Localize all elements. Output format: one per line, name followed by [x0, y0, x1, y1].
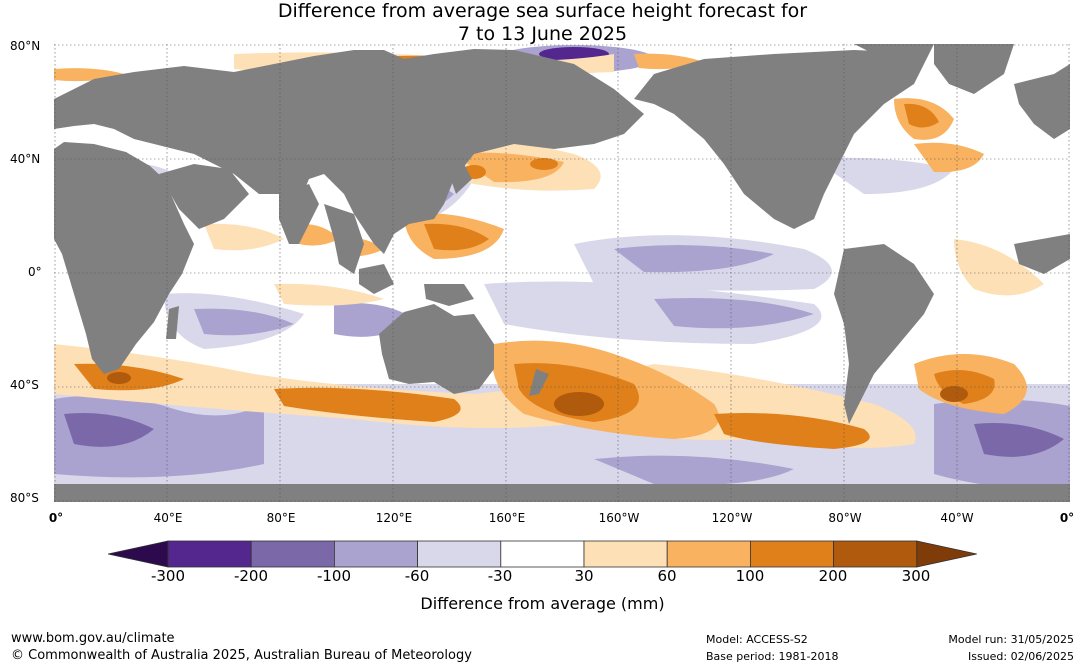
lon-label-80e: 80°E — [266, 511, 296, 525]
lon-label-40e: 40°E — [153, 511, 183, 525]
landmass-canada-arctic — [854, 44, 934, 64]
landmass-africa — [54, 142, 194, 374]
cb-tick-m30: -30 — [487, 567, 513, 585]
colorbar-segment — [167, 540, 252, 568]
landmass-australia — [379, 304, 494, 394]
lat-label-80s: 80°S — [10, 491, 39, 505]
colorbar-segment — [500, 540, 585, 568]
cb-tick-m300: -300 — [150, 567, 186, 585]
colorbar-arrow-high — [916, 540, 977, 568]
landmass-india — [279, 184, 319, 244]
cb-tick-60: 60 — [657, 567, 677, 585]
lon-label-120e: 120°E — [375, 511, 413, 525]
footer-copyright: © Commonwealth of Australia 2025, Austra… — [11, 648, 472, 663]
landmass-greenland — [934, 44, 1014, 94]
colorbar-segment — [417, 540, 502, 568]
lon-label-80w: 80°W — [828, 511, 862, 525]
colorbar-segment — [750, 540, 835, 568]
landmass-north-america — [634, 50, 924, 229]
footer-base-period: Base period: 1981-2018 — [706, 650, 839, 663]
lat-label-40n: 40°N — [10, 152, 41, 166]
title-line-1: Difference from average sea surface heig… — [277, 0, 808, 22]
landmass-newguinea — [424, 284, 474, 306]
cb-tick-200: 200 — [818, 567, 848, 585]
lon-label-160w: 160°W — [598, 511, 640, 525]
lon-label-0-left: 0° — [48, 511, 64, 525]
landmass-eurasia — [54, 49, 644, 254]
map-canvas — [54, 44, 1070, 502]
landmass-europe-west — [1014, 64, 1070, 139]
title-line-2: 7 to 13 June 2025 — [457, 23, 628, 45]
cb-tick-m60: -60 — [404, 567, 430, 585]
cb-tick-100: 100 — [735, 567, 765, 585]
cb-tick-m100: -100 — [316, 567, 352, 585]
landmass-seasia — [324, 204, 364, 274]
graticule — [54, 44, 1070, 502]
footer-model-run: Model run: 31/05/2025 — [948, 633, 1074, 646]
landmass-west-africa-edge — [1014, 234, 1070, 274]
footer-issued: Issued: 02/06/2025 — [967, 650, 1074, 663]
footer-model: Model: ACCESS-S2 — [706, 633, 808, 646]
ssh-anomaly-map — [54, 44, 1070, 502]
lat-label-0: 0° — [28, 265, 42, 279]
landmass-arabia — [159, 164, 249, 229]
lon-label-40w: 40°W — [940, 511, 974, 525]
landmass-newzealand — [529, 369, 549, 396]
lon-label-0-right: 0° — [1059, 511, 1075, 525]
cb-tick-m200: -200 — [233, 567, 269, 585]
lon-label-120w: 120°W — [711, 511, 753, 525]
land-layer — [54, 44, 1070, 502]
landmass-japan — [449, 164, 472, 194]
colorbar-segment — [333, 540, 418, 568]
map-title: Difference from average sea surface heig… — [0, 0, 1085, 46]
cb-tick-30: 30 — [574, 567, 594, 585]
lat-label-80n: 80°N — [10, 39, 41, 53]
lat-label-40s: 40°S — [10, 378, 39, 392]
landmass-borneo — [359, 264, 394, 294]
cb-tick-300: 300 — [901, 567, 931, 585]
landmass-antarctica — [54, 484, 1070, 502]
colorbar — [108, 540, 977, 568]
colorbar-segment — [666, 540, 751, 568]
landmass-south-america — [834, 244, 934, 424]
colorbar-segment — [583, 540, 668, 568]
colorbar-title: Difference from average (mm) — [420, 594, 665, 613]
footer-website: www.bom.gov.au/climate — [11, 631, 175, 646]
lon-label-160e: 160°E — [488, 511, 526, 525]
colorbar-segment — [250, 540, 335, 568]
colorbar-arrow-low — [108, 540, 169, 568]
colorbar-segment — [833, 540, 918, 568]
landmass-madagascar — [166, 306, 179, 339]
